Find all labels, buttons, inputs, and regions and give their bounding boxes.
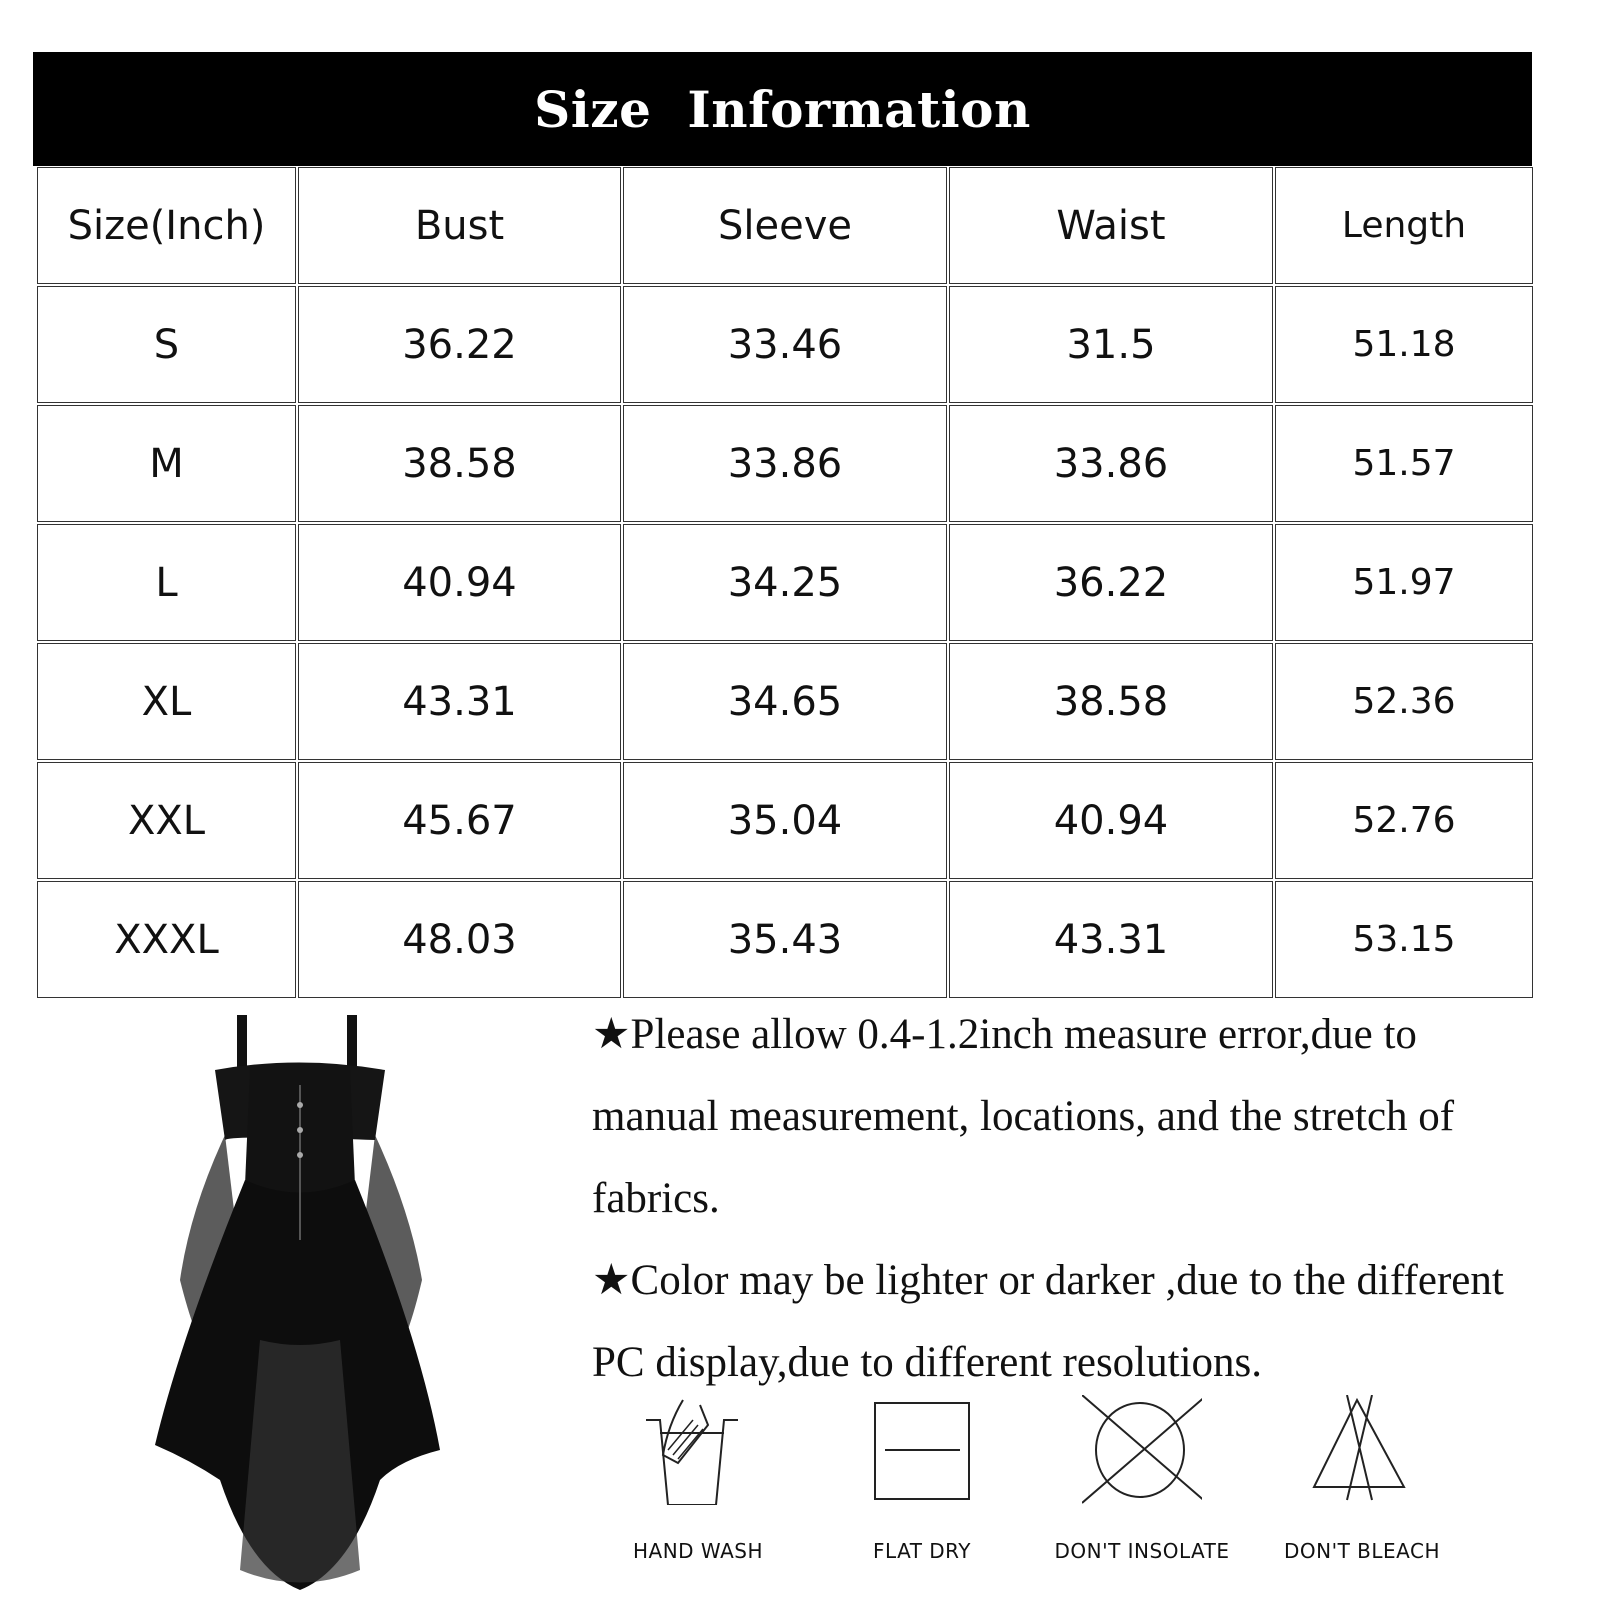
- table-cell: M: [37, 405, 296, 522]
- note-color: ★Color may be lighter or darker ,due to …: [592, 1257, 1504, 1386]
- table-cell: 51.97: [1275, 524, 1533, 641]
- care-label: DON'T INSOLATE: [1054, 1539, 1230, 1563]
- table-cell: 36.22: [298, 286, 621, 403]
- care-dont-insolate: DON'T INSOLATE: [1042, 1395, 1242, 1563]
- table-cell: 51.18: [1275, 286, 1533, 403]
- table-cell: S: [37, 286, 296, 403]
- dont-insolate-icon: [1082, 1395, 1202, 1504]
- table-cell: 36.22: [949, 524, 1273, 641]
- table-cell: 45.67: [298, 762, 621, 879]
- dress-image: [155, 1015, 440, 1590]
- column-header: Size(Inch): [37, 167, 296, 284]
- care-label: DON'T BLEACH: [1283, 1539, 1440, 1563]
- care-flat-dry: FLAT DRY: [822, 1395, 1022, 1563]
- table-cell: XL: [37, 643, 296, 760]
- table-cell: 33.86: [623, 405, 947, 522]
- care-label: FLAT DRY: [872, 1539, 972, 1563]
- table-cell: 40.94: [298, 524, 621, 641]
- column-header: Bust: [298, 167, 621, 284]
- care-dont-bleach: DON'T BLEACH: [1262, 1395, 1462, 1563]
- size-information-title: Size Information: [33, 52, 1532, 166]
- notes: ★Please allow 0.4-1.2inch measure error,…: [592, 994, 1522, 1404]
- dont-bleach-icon: [1312, 1395, 1406, 1501]
- table-cell: 52.36: [1275, 643, 1533, 760]
- table-cell: 34.65: [623, 643, 947, 760]
- table-cell: 38.58: [298, 405, 621, 522]
- table-cell: 38.58: [949, 643, 1273, 760]
- size-table: Size(Inch) Bust Sleeve Waist Length S 36.22 33.…: [37, 167, 1533, 998]
- hand-wash-icon: [646, 1399, 738, 1505]
- table-cell: 33.86: [949, 405, 1273, 522]
- table-cell: 52.76: [1275, 762, 1533, 879]
- flat-dry-icon: [874, 1402, 970, 1500]
- care-hand-wash: HAND WASH: [598, 1395, 798, 1563]
- table-cell: 51.57: [1275, 405, 1533, 522]
- column-header: Sleeve: [623, 167, 947, 284]
- column-header: Waist: [949, 167, 1273, 284]
- table-cell: 48.03: [298, 881, 621, 998]
- table-cell: L: [37, 524, 296, 641]
- table-cell: 40.94: [949, 762, 1273, 879]
- table-cell: 43.31: [949, 881, 1273, 998]
- table-cell: 31.5: [949, 286, 1273, 403]
- table-cell: 33.46: [623, 286, 947, 403]
- column-header: Length: [1275, 167, 1533, 284]
- table-cell: 35.04: [623, 762, 947, 879]
- table-cell: 35.43: [623, 881, 947, 998]
- note-measure-error: ★Please allow 0.4-1.2inch measure error,…: [592, 1011, 1455, 1222]
- table-cell: 43.31: [298, 643, 621, 760]
- care-label: HAND WASH: [632, 1539, 764, 1563]
- table-cell: XXXL: [37, 881, 296, 998]
- table-cell: 53.15: [1275, 881, 1533, 998]
- table-cell: XXL: [37, 762, 296, 879]
- table-cell: 34.25: [623, 524, 947, 641]
